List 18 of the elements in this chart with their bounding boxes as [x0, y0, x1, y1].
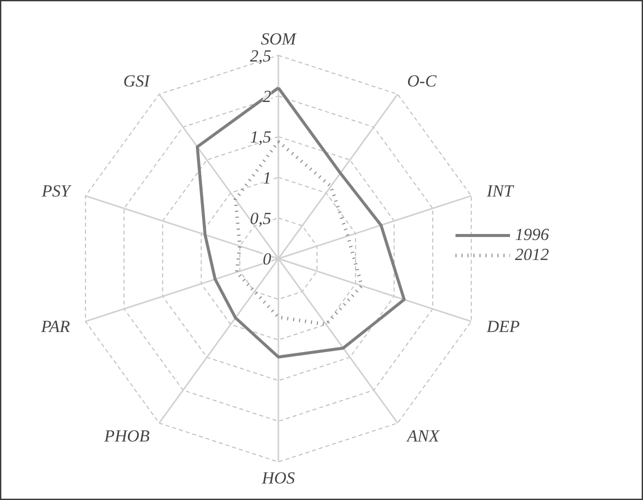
y-tick-label: 0,5 — [250, 208, 272, 228]
y-tick-label: 2 — [262, 87, 272, 106]
y-tick-label: 1 — [262, 168, 272, 188]
spoke-label: HOS — [260, 468, 296, 488]
legend-label: 1996 — [515, 225, 549, 245]
spoke-label: PAR — [40, 316, 71, 336]
y-tick-label: 2,5 — [250, 46, 272, 66]
spoke-label: PSY — [40, 181, 72, 200]
legend-label: 2012 — [515, 245, 549, 265]
spoke-label: O-C — [407, 72, 438, 91]
spoke-label: GSI — [123, 72, 151, 91]
spoke-label: ANX — [406, 426, 440, 446]
y-tick-label: 1,5 — [250, 128, 272, 147]
spoke-label: DEP — [486, 316, 520, 336]
spoke-label: INT — [486, 181, 515, 200]
y-tick-label: 0 — [262, 250, 272, 269]
spoke-label: SOM — [260, 30, 297, 49]
spoke-label: PHOB — [103, 426, 150, 446]
